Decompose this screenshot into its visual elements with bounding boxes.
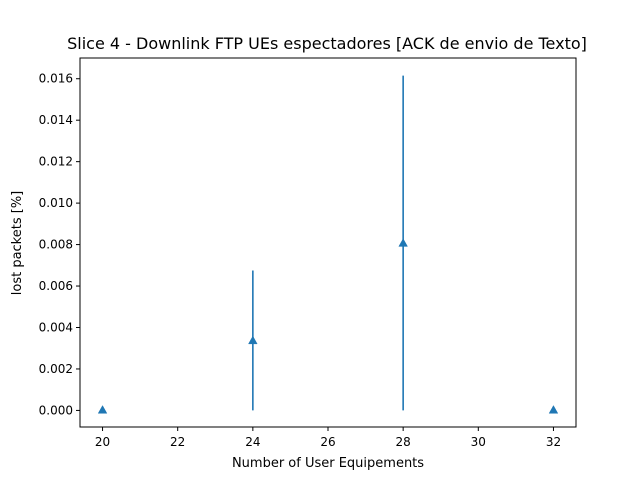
- y-tick-label: 0.010: [39, 196, 73, 210]
- plot-frame: [79, 57, 577, 428]
- y-tick-label: 0.002: [39, 362, 73, 376]
- x-axis-label: Number of User Equipements: [232, 456, 424, 471]
- x-tick-label: 24: [245, 435, 260, 449]
- data-point: [398, 238, 408, 247]
- plot-area: 20 22 24 26 28 30 32 0.000 0.002 0.004 0.006 0.008 0…: [39, 57, 577, 449]
- chart-title: Slice 4 - Downlink FTP UEs espectadores …: [67, 34, 587, 53]
- x-tick-label: 20: [95, 435, 110, 449]
- data-point: [97, 405, 108, 414]
- data-point: [248, 335, 258, 345]
- y-tick-label: 0.006: [39, 279, 73, 293]
- x-tick-label: 22: [170, 435, 185, 449]
- y-axis-label: lost packets [%]: [10, 191, 25, 296]
- y-tick-label: 0.016: [39, 72, 73, 86]
- y-tick-label: 0.008: [39, 238, 73, 252]
- x-tick-label: 32: [546, 435, 561, 449]
- data-point: [548, 405, 559, 414]
- x-tick-label: 26: [320, 435, 335, 449]
- y-tick-label: 0.012: [39, 155, 73, 169]
- x-tick-label: 30: [471, 435, 486, 449]
- y-tick-label: 0.000: [39, 403, 73, 417]
- x-tick-label: 28: [396, 435, 411, 449]
- y-tick-label: 0.004: [39, 320, 73, 334]
- y-tick-label: 0.014: [39, 113, 73, 127]
